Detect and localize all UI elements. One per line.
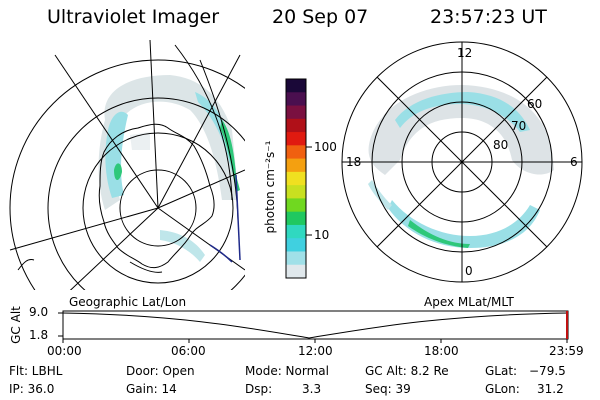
colorbar-tick-10: 10 — [314, 228, 330, 242]
time-tick-1200: 12:00 — [298, 344, 333, 358]
mlat-label-60: 60 — [527, 97, 543, 111]
colorbar-band — [286, 251, 306, 266]
gc-alt-status: GC Alt: 8.2 Re — [365, 364, 449, 378]
geographic-map — [9, 40, 245, 290]
colorbar — [285, 78, 312, 279]
aurora-emission-geo — [98, 75, 240, 262]
colorbar-tick-100: 100 — [314, 140, 337, 154]
altitude-timeline — [58, 310, 569, 343]
time-tick-1800: 18:00 — [424, 344, 459, 358]
door-status: Door: Open — [126, 364, 195, 378]
seq-status: Seq: 39 — [365, 382, 411, 396]
polar-plot-label: Apex MLat/MLT — [424, 295, 514, 309]
colorbar-band — [286, 105, 306, 120]
altitude-ytick-top: 9.0 — [29, 305, 49, 319]
altitude-ytick-bottom: 1.8 — [29, 328, 49, 342]
time-tick-2359: 23:59 — [549, 344, 584, 358]
gain-status: Gain: 14 — [126, 382, 177, 396]
ip-status: IP: 36.0 — [9, 382, 55, 396]
glat-label: GLat: — [485, 364, 518, 378]
colorbar-band — [286, 185, 306, 199]
mlt-label-6: 6 — [570, 155, 578, 169]
colorbar-band — [286, 92, 306, 107]
colorbar-unit-label: photon cm⁻²s⁻¹ — [263, 140, 277, 234]
colorbar-band — [286, 132, 306, 146]
mode-status: Mode: Normal — [245, 364, 329, 378]
filter-status: Flt: LBHL — [9, 364, 63, 378]
colorbar-band — [286, 145, 306, 160]
dsp-label: Dsp: — [245, 382, 273, 396]
colorbar-band — [286, 264, 306, 279]
colorbar-band — [286, 79, 306, 93]
mlat-label-80: 80 — [493, 138, 509, 152]
glat-value: −79.5 — [529, 364, 566, 378]
mlat-label-70: 70 — [511, 119, 527, 133]
geographic-plot-label: Geographic Lat/Lon — [69, 295, 187, 309]
dsp-value: 3.3 — [302, 382, 322, 396]
glon-label: GLon: — [485, 382, 520, 396]
colorbar-band — [286, 171, 306, 186]
time-tick-0000: 00:00 — [47, 344, 82, 358]
mlt-label-18: 18 — [346, 155, 362, 169]
mlt-label-12: 12 — [457, 46, 473, 60]
time-tick-0600: 06:00 — [171, 344, 206, 358]
polar-plot — [341, 41, 583, 283]
colorbar-band — [286, 238, 306, 252]
glon-value: 31.2 — [537, 382, 564, 396]
time-label: 23:57:23 UT — [430, 6, 547, 28]
instrument-title: Ultraviolet Imager — [47, 6, 220, 28]
colorbar-band — [286, 198, 306, 213]
colorbar-band — [286, 118, 306, 133]
mlt-label-0: 0 — [465, 264, 473, 278]
date-label: 20 Sep 07 — [272, 6, 369, 28]
altitude-ylabel: GC Alt — [9, 306, 23, 344]
colorbar-band — [286, 224, 306, 239]
colorbar-band — [286, 158, 306, 173]
coastline — [98, 123, 215, 269]
colorbar-band — [286, 211, 306, 226]
